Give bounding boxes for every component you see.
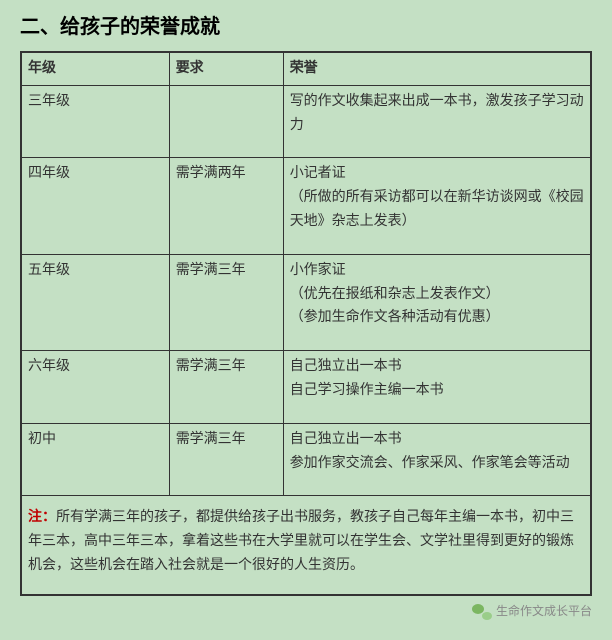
cell-grade: 三年级 <box>21 85 169 158</box>
cell-req: 需学满三年 <box>169 423 283 496</box>
table-row: 五年级 需学满三年 小作家证（优先在报纸和杂志上发表作文）（参加生命作文各种活动… <box>21 254 591 350</box>
cell-grade: 初中 <box>21 423 169 496</box>
note-cell: 注：所有学满三年的孩子，都提供给孩子出书服务，教孩子自己每年主编一本书，初中三年… <box>21 496 591 595</box>
cell-grade: 六年级 <box>21 351 169 424</box>
wechat-account-name: 生命作文成长平台 <box>496 604 592 618</box>
cell-honor: 自己独立出一本书自己学习操作主编一本书 <box>283 351 591 424</box>
cell-req <box>169 85 283 158</box>
col-header-honor: 荣誉 <box>283 52 591 85</box>
cell-req: 需学满三年 <box>169 351 283 424</box>
cell-honor: 自己独立出一本书参加作家交流会、作家采风、作家笔会等活动 <box>283 423 591 496</box>
cell-honor: 写的作文收集起来出成一本书，激发孩子学习动力 <box>283 85 591 158</box>
note-text: 所有学满三年的孩子，都提供给孩子出书服务，教孩子自己每年主编一本书，初中三年三本… <box>28 510 574 573</box>
honors-table: 年级 要求 荣誉 三年级 写的作文收集起来出成一本书，激发孩子学习动力 四年级 … <box>20 51 592 596</box>
col-header-grade: 年级 <box>21 52 169 85</box>
col-header-req: 要求 <box>169 52 283 85</box>
table-row: 三年级 写的作文收集起来出成一本书，激发孩子学习动力 <box>21 85 591 158</box>
cell-req: 需学满三年 <box>169 254 283 350</box>
table-header-row: 年级 要求 荣誉 <box>21 52 591 85</box>
cell-req: 需学满两年 <box>169 158 283 254</box>
note-row: 注：所有学满三年的孩子，都提供给孩子出书服务，教孩子自己每年主编一本书，初中三年… <box>21 496 591 595</box>
cell-grade: 五年级 <box>21 254 169 350</box>
cell-honor: 小作家证（优先在报纸和杂志上发表作文）（参加生命作文各种活动有优惠） <box>283 254 591 350</box>
wechat-footer: 生命作文成长平台 <box>20 602 592 620</box>
note-label: 注： <box>28 510 56 525</box>
table-row: 四年级 需学满两年 小记者证（所做的所有采访都可以在新华访谈网或《校园天地》杂志… <box>21 158 591 254</box>
table-row: 初中 需学满三年 自己独立出一本书参加作家交流会、作家采风、作家笔会等活动 <box>21 423 591 496</box>
section-title: 二、给孩子的荣誉成就 <box>20 10 592 39</box>
cell-grade: 四年级 <box>21 158 169 254</box>
wechat-icon <box>472 604 492 620</box>
table-row: 六年级 需学满三年 自己独立出一本书自己学习操作主编一本书 <box>21 351 591 424</box>
cell-honor: 小记者证（所做的所有采访都可以在新华访谈网或《校园天地》杂志上发表） <box>283 158 591 254</box>
